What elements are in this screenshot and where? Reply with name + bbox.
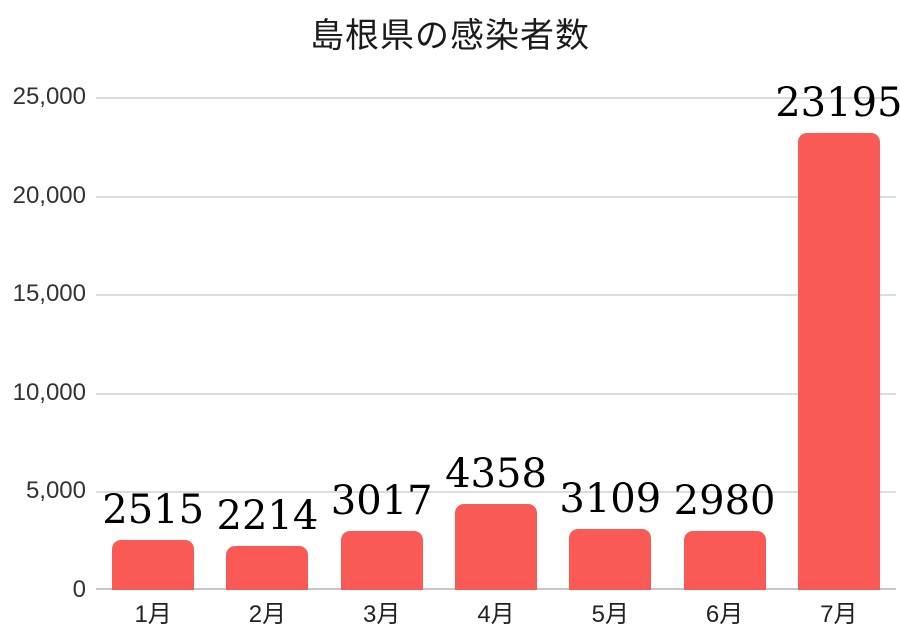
- y-tick-label: 0: [72, 576, 86, 603]
- bar-value-label: 2980: [673, 478, 776, 525]
- bar-value-label: 3017: [330, 477, 433, 524]
- bar-value-label: 3109: [559, 475, 662, 522]
- y-tick-label: 20,000: [12, 181, 86, 209]
- bar: [226, 546, 309, 590]
- x-tick-label: 5月: [591, 601, 629, 628]
- y-axis: 0 5,000 10,000 15,000 20,000 25,000: [0, 83, 86, 603]
- gridline: [96, 294, 896, 297]
- y-tick-label: 5,000: [25, 477, 86, 505]
- bar: [683, 531, 766, 590]
- x-tick-label: 2月: [248, 601, 287, 628]
- x-tick-label: 1月: [134, 601, 172, 628]
- bar: [569, 528, 652, 590]
- bar-value-label: 2214: [216, 493, 319, 540]
- x-axis: 1月 2月 3月 4月 5月 6月 7月: [96, 601, 896, 635]
- gridline: [96, 392, 896, 395]
- bar: [455, 504, 537, 590]
- x-tick-label: 4月: [477, 601, 515, 628]
- y-tick-label: 10,000: [12, 378, 86, 406]
- gridline: [96, 195, 896, 198]
- x-tick-label: 7月: [820, 601, 858, 628]
- bar: [797, 132, 880, 590]
- bar-value-label: 23195: [775, 79, 900, 126]
- x-tick-label: 3月: [363, 601, 401, 628]
- y-tick-label: 15,000: [12, 280, 86, 308]
- bar-value-label: 4358: [445, 451, 547, 498]
- gridline: [96, 97, 896, 99]
- chart-title: 島根県の感染者数: [310, 17, 590, 55]
- gridline: [96, 491, 896, 494]
- bar: [112, 540, 195, 590]
- plot-area: 2515 2214 3017 4358 3109 2980 23195: [96, 83, 900, 590]
- x-tick-label: 6月: [705, 601, 744, 628]
- y-tick-label: 25,000: [12, 83, 86, 110]
- bar-value-label: 2515: [102, 487, 205, 534]
- bar: [340, 530, 423, 590]
